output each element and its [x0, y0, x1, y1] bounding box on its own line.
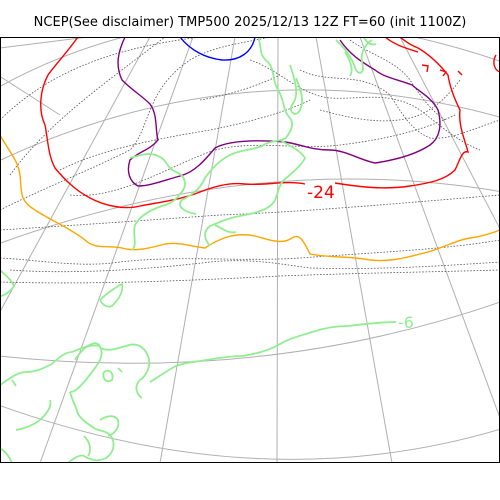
map-title: NCEP(See disclaimer) TMP500 2025/12/13 1… — [33, 15, 467, 30]
coastline — [362, 37, 377, 46]
isotherm-minor — [249, 59, 481, 151]
minor-isotherms — [0, 37, 500, 284]
coastline — [83, 435, 91, 457]
coastline — [99, 415, 120, 437]
meridian-line — [359, 37, 500, 419]
coastline — [214, 224, 237, 234]
coastline — [335, 39, 373, 74]
coastline — [67, 454, 85, 463]
isotherm-minor — [59, 99, 311, 171]
latitude-line — [0, 37, 500, 88]
isotherm-minor — [69, 114, 456, 196]
isotherm-minor — [0, 239, 500, 265]
latitude-line — [0, 301, 500, 364]
coastline — [204, 139, 306, 247]
meridian-line — [0, 75, 61, 116]
isotherm-minus24-line — [384, 37, 419, 53]
isotherm-minus24-line — [457, 70, 463, 76]
latitude-line — [0, 89, 500, 161]
isotherm-minus24-line — [493, 54, 500, 73]
contour-label-minus24: -24 — [307, 183, 335, 203]
coastline — [117, 367, 123, 373]
isotherm-minor — [319, 79, 461, 122]
isotherm-blue — [179, 37, 256, 61]
meridian-line — [315, 37, 393, 463]
coastline — [179, 37, 293, 215]
isotherm-purple — [117, 37, 441, 187]
isotherm-minus24-line — [40, 37, 306, 209]
isotherm-minor — [0, 194, 500, 231]
coastline — [69, 342, 103, 393]
isotherm-minus24-line — [439, 69, 448, 77]
meridian-line — [276, 37, 279, 463]
coastline — [0, 269, 15, 297]
isotherm-orange — [0, 134, 500, 262]
coastline — [69, 391, 115, 462]
coastline — [0, 344, 101, 386]
latitude-lines — [0, 37, 500, 460]
isotherm-minor — [0, 37, 271, 211]
coastline — [15, 399, 52, 431]
isotherm-minor — [349, 39, 446, 121]
coastline — [344, 51, 353, 77]
isotherm-minus24-line — [421, 64, 429, 73]
coastline — [149, 321, 397, 383]
coastline — [11, 379, 17, 387]
meridian-line — [0, 37, 151, 313]
isotherm-purple-line — [117, 37, 441, 187]
coastline — [289, 64, 303, 115]
isotherm-minor — [0, 269, 500, 284]
latitude-line — [0, 178, 500, 244]
isotherm-minor — [9, 260, 500, 273]
meridian-lines — [0, 37, 500, 463]
meridian-line — [39, 37, 194, 463]
isotherm-minor — [0, 37, 201, 121]
latitude-line — [0, 405, 500, 460]
coastlines — [0, 37, 397, 463]
contour-label-minus6: -6 — [398, 313, 414, 332]
coastline — [102, 369, 114, 383]
meridian-line — [0, 37, 89, 49]
meridian-line — [399, 37, 500, 230]
isotherm-minus24 — [40, 37, 500, 209]
isotherm-minor — [299, 69, 500, 139]
coastline — [99, 283, 124, 308]
map-frame — [0, 37, 500, 463]
coastline — [99, 343, 151, 399]
isotherm-minus24-line — [334, 37, 469, 189]
meridian-line — [159, 37, 236, 463]
isotherm-minor — [9, 37, 166, 176]
coastline — [129, 153, 186, 251]
coastline — [0, 447, 13, 463]
